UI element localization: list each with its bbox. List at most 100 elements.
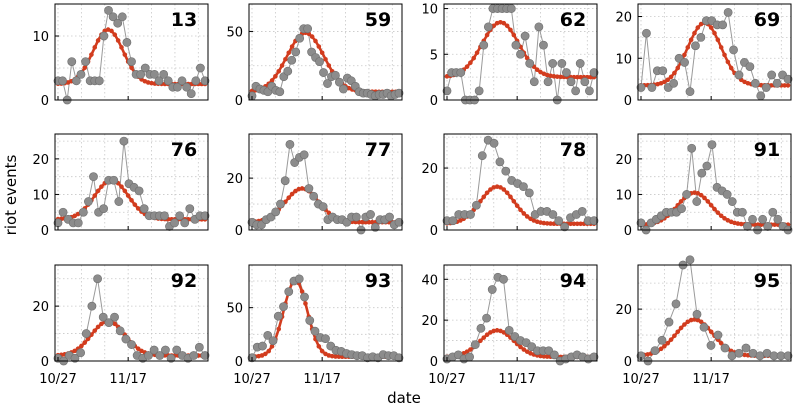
panel-title: 95 [754,270,780,292]
panel-59: 0 50 59 [226,3,404,109]
fit-point [508,194,513,200]
observed-point [456,68,466,77]
y-tick-label: 0 [235,94,243,109]
observed-point [89,172,98,182]
observed-point [748,214,757,224]
fit-point [718,340,724,346]
observed-point [93,274,102,284]
observed-point [366,210,375,219]
fit-point [722,216,727,221]
fit-point [668,337,674,342]
y-tick-label: 50 [226,302,243,317]
panel-frame [637,3,792,101]
fit-point [662,79,667,85]
fit-point [488,187,493,192]
fit-point [682,322,687,327]
observed-point [501,166,511,176]
panel-title: 92 [171,270,197,292]
fit-point [129,197,134,203]
fit-point [712,206,717,212]
observed-point [713,330,723,340]
observed-point [304,184,314,193]
fit-point [366,219,372,225]
panel-frame [443,133,598,231]
x-tick-label: 11/17 [498,372,535,387]
observed-point [200,76,210,86]
fit-point [568,221,573,227]
observed-point [783,351,793,361]
x-tick-label: 10/27 [39,372,76,387]
fit-point [574,221,580,227]
fit-point [484,332,490,338]
fit-point [95,324,101,330]
fit-point [82,65,88,71]
x-tick-label: 10/27 [622,372,659,387]
observed-point [159,70,169,79]
panel-frame [248,3,403,101]
fit-point [698,192,704,198]
fit-point [293,188,298,194]
fit-point [149,80,154,86]
observed-point [140,63,150,73]
fit-point [289,191,295,197]
fit-point [464,64,470,69]
observed-point [331,70,340,80]
observed-point [720,343,730,353]
fit-point [514,203,520,209]
panel-62: 0 5 10 62 [421,3,599,109]
observed-point [76,348,86,358]
observed-point [482,313,491,323]
fit-point [504,23,510,29]
fit-point [129,65,134,71]
observed-point [271,207,281,217]
observed-point [767,70,777,80]
observed-point [589,68,599,77]
fit-point [359,219,365,225]
fit-point [299,289,305,294]
y-tick-label: 0 [430,224,438,239]
observed-point [175,211,185,221]
observed-point [200,211,210,221]
observed-point [571,86,581,96]
observed-point [682,190,692,199]
fit-point [571,221,577,227]
observed-point [84,197,93,206]
y-tick-label: 40 [421,273,438,288]
fit-point [544,354,550,359]
observed-point [772,78,782,88]
observed-point [76,70,86,79]
observed-point [727,197,737,206]
observed-point [303,24,313,34]
fit-point [498,185,503,190]
observed-point [172,345,182,355]
fit-point [715,37,721,43]
fit-point [672,333,677,339]
observed-point [741,343,751,353]
observed-point [295,33,305,43]
fit-point [708,329,714,335]
observed-point [529,77,539,87]
x-axis-label: date [387,389,421,407]
fit-point [738,221,744,227]
observed-point [173,82,182,92]
observed-point [186,89,196,98]
observed-point [557,59,567,68]
observed-point [524,188,534,198]
fit-point [692,30,697,36]
fit-point [323,56,328,62]
observed-point [664,317,674,327]
observed-point [109,175,119,185]
y-tick-label: 0 [624,355,632,370]
observed-point [284,287,294,297]
panel-91: 0 10 20 91 [615,133,793,239]
observed-point [394,88,404,98]
observed-point [73,218,83,228]
fit-point [508,27,513,33]
observed-point [495,157,505,167]
observed-point [67,57,77,66]
y-tick-label: 10 [615,188,632,203]
observed-point [315,57,324,66]
observed-point [117,12,127,22]
fit-point [665,77,671,83]
observed-point [671,299,681,309]
